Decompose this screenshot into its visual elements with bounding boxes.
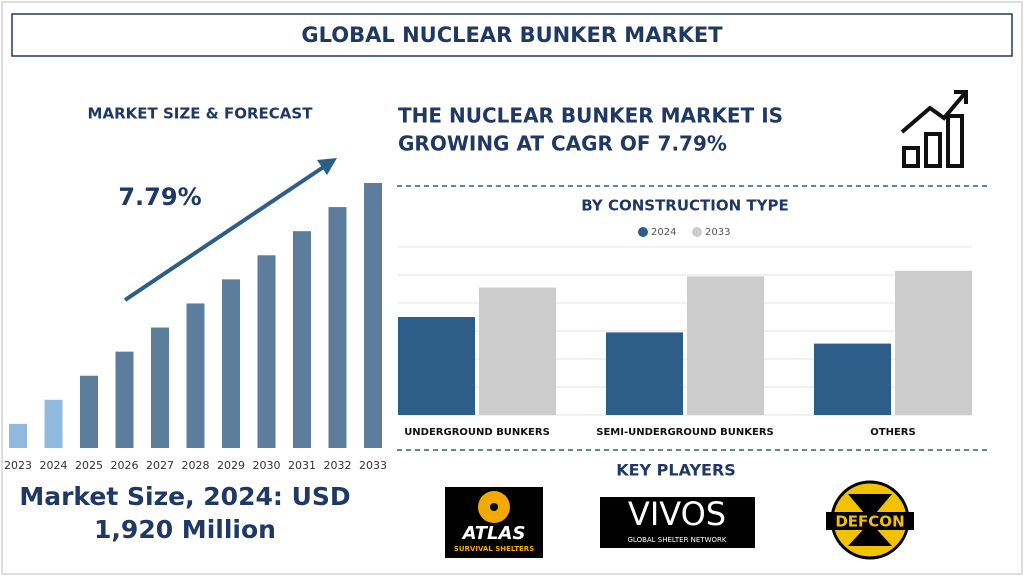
bar [293,231,311,448]
x-tick-label: 2028 [182,459,210,472]
headline: THE NUCLEAR BUNKER MARKET IS [398,104,783,128]
market-size: 1,920 Million [94,515,276,544]
arrow-head [317,158,337,175]
x-tick-label: 2023 [4,459,32,472]
legend-swatch [638,227,648,237]
chart-title: MARKET SIZE & FORECAST [88,105,314,123]
section-title: KEY PLAYERS [616,461,736,480]
legend-label: 2024 [651,227,676,238]
cagr-annotation: 7.79% [118,183,201,211]
logo-text: VIVOS [628,495,726,533]
x-tick-label: 2029 [217,459,245,472]
x-tick-label: 2032 [324,459,352,472]
market-size: Market Size, 2024: USD [19,482,350,511]
headline: GROWING AT CAGR OF 7.79% [398,132,727,156]
x-tick-label: OTHERS [870,427,915,438]
bar [328,207,347,448]
bar [895,270,972,415]
logo-vivos: VIVOS GLOBAL SHELTER NETWORK [600,495,755,548]
x-tick-label: 2031 [288,459,316,472]
bar [479,287,556,415]
bar [151,327,169,448]
bar [115,351,134,448]
page-title: GLOBAL NUCLEAR BUNKER MARKET [301,23,723,47]
x-tick-label: 2027 [146,459,174,472]
x-tick-label: 2026 [111,459,139,472]
x-tick-label: 2030 [253,459,281,472]
x-tick-label: 2024 [40,459,68,472]
bar [364,183,382,448]
chart-title: BY CONSTRUCTION TYPE [581,197,788,215]
x-tick-label: UNDERGROUND BUNKERS [404,427,550,438]
logo-atlas: ATLAS SURVIVAL SHELTERS [445,487,543,558]
bar [814,343,891,415]
bar [44,399,63,448]
logo-text: ATLAS [461,523,526,544]
bar [398,317,475,415]
bar [9,423,27,448]
growth-arrow [123,164,327,302]
x-tick-label: SEMI-UNDERGROUND BUNKERS [596,427,773,438]
bar [186,303,205,448]
legend-label: 2033 [705,227,730,238]
logo-tagline: GLOBAL SHELTER NETWORK [628,536,727,544]
logo-text: DEFCON [835,513,904,531]
logo-tagline: SURVIVAL SHELTERS [454,545,534,553]
bar [606,332,683,415]
x-tick-label: 2025 [75,459,103,472]
bar [687,276,764,415]
x-tick-label: 2033 [359,459,387,472]
growth-icon [900,90,968,168]
logo-defcon: DEFCON [826,480,914,560]
bar [257,255,276,448]
title-box [11,13,1013,57]
bar [80,375,98,448]
bar [222,279,240,448]
legend-swatch [692,227,702,237]
